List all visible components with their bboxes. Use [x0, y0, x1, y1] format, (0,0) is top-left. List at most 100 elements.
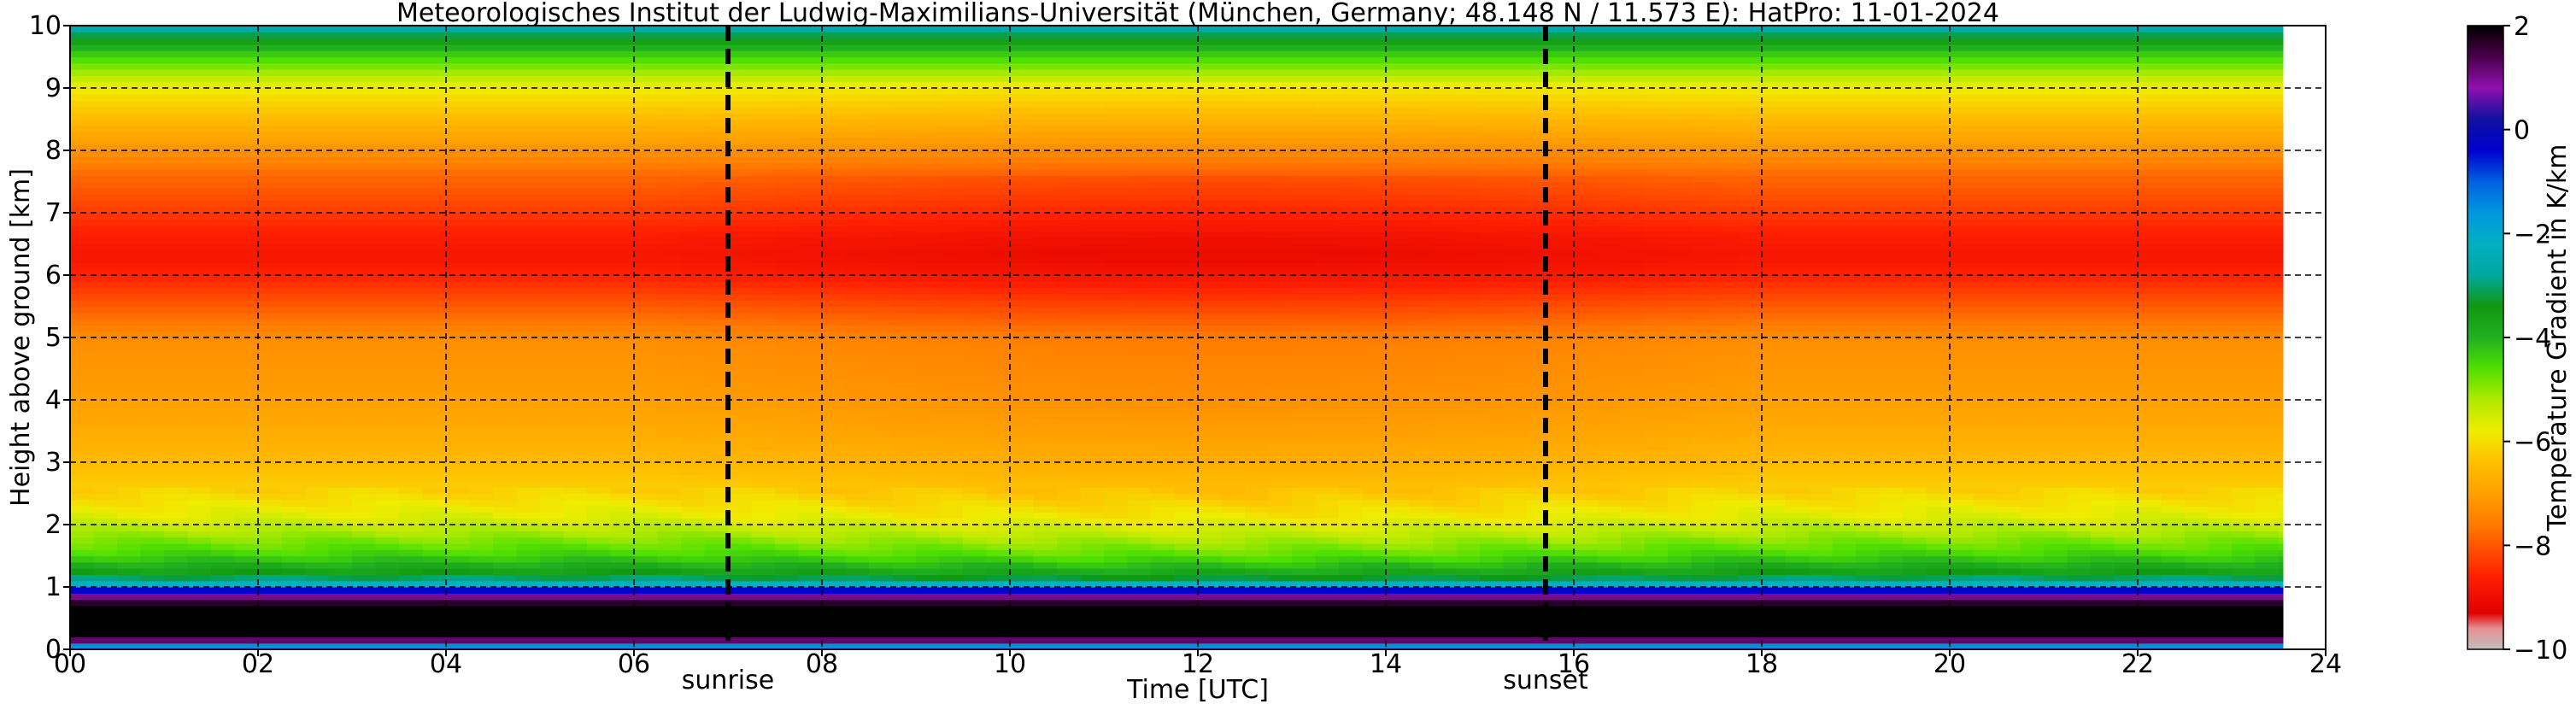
heatmap-cell: [399, 605, 424, 613]
heatmap-cell: [563, 325, 588, 332]
heatmap-cell: [634, 431, 659, 438]
heatmap-cell: [986, 175, 1011, 183]
heatmap-cell: [70, 75, 95, 83]
heatmap-cell: [986, 200, 1011, 208]
heatmap-cell: [798, 555, 823, 563]
heatmap-cell: [1057, 94, 1082, 102]
heatmap-cell: [281, 499, 306, 507]
heatmap-cell: [469, 94, 494, 102]
heatmap-cell: [963, 631, 988, 637]
heatmap-cell: [939, 349, 964, 357]
heatmap-cell: [281, 618, 306, 625]
heatmap-cell: [516, 449, 541, 457]
heatmap-cell: [493, 499, 518, 507]
heatmap-cell: [1010, 312, 1035, 320]
heatmap-cell: [187, 249, 212, 257]
heatmap-cell: [986, 468, 1011, 476]
heatmap-cell: [1080, 94, 1105, 102]
heatmap-cell: [164, 100, 189, 108]
heatmap-cell: [1080, 175, 1105, 183]
heatmap-cell: [681, 300, 706, 308]
heatmap-cell: [634, 62, 659, 70]
heatmap-cell: [916, 443, 941, 450]
heatmap-cell: [798, 50, 823, 58]
heatmap-cell: [610, 219, 635, 226]
heatmap-cell: [657, 574, 682, 582]
heatmap-cell: [1151, 525, 1176, 531]
heatmap-cell: [869, 156, 894, 164]
heatmap-cell: [211, 94, 236, 102]
heatmap-cell: [117, 38, 142, 45]
heatmap-cell: [610, 138, 635, 145]
heatmap-cell: [892, 624, 917, 631]
heatmap-cell: [164, 194, 189, 201]
heatmap-cell: [211, 194, 236, 201]
heatmap-cell: [939, 125, 964, 132]
heatmap-cell: [775, 168, 800, 176]
heatmap-cell: [70, 561, 95, 569]
heatmap-cell: [1033, 225, 1058, 232]
heatmap-cell: [399, 62, 424, 70]
heatmap-cell: [140, 543, 165, 550]
heatmap-cell: [822, 506, 847, 513]
heatmap-cell: [211, 580, 236, 588]
heatmap-cell: [187, 431, 212, 438]
heatmap-cell: [281, 642, 306, 650]
heatmap-cell: [657, 69, 682, 76]
heatmap-cell: [422, 106, 447, 114]
heatmap-cell: [939, 319, 964, 326]
heatmap-cell: [1057, 418, 1082, 425]
heatmap-cell: [986, 306, 1011, 314]
heatmap-cell: [1057, 125, 1082, 132]
heatmap-cell: [375, 156, 400, 164]
heatmap-cell: [775, 381, 800, 388]
heatmap-cell: [963, 518, 988, 525]
heatmap-cell: [70, 468, 95, 476]
heatmap-cell: [1010, 156, 1035, 164]
heatmap-cell: [775, 312, 800, 320]
heatmap-cell: [1033, 487, 1058, 495]
heatmap-cell: [1010, 113, 1035, 120]
heatmap-cell: [493, 181, 518, 189]
heatmap-cell: [963, 200, 988, 208]
heatmap-cell: [1198, 449, 1223, 457]
heatmap-cell: [281, 94, 306, 102]
heatmap-cell: [892, 94, 917, 102]
heatmap-cell: [1080, 213, 1105, 220]
heatmap-cell: [352, 525, 377, 531]
heatmap-cell: [1104, 587, 1129, 594]
heatmap-cell: [234, 88, 259, 95]
heatmap-cell: [563, 443, 588, 450]
heatmap-cell: [399, 512, 424, 519]
heatmap-cell: [1010, 144, 1035, 151]
heatmap-cell: [70, 94, 95, 102]
heatmap-cell: [493, 113, 518, 120]
heatmap-cell: [352, 449, 377, 457]
heatmap-cell: [681, 138, 706, 145]
heatmap-cell: [728, 568, 753, 575]
heatmap-cell: [258, 144, 283, 151]
heatmap-cell: [869, 106, 894, 114]
heatmap-cell: [939, 574, 964, 582]
heatmap-cell: [1127, 144, 1152, 151]
heatmap-cell: [845, 480, 870, 488]
heatmap-cell: [281, 549, 306, 557]
heatmap-cell: [1104, 555, 1129, 563]
heatmap-cell: [540, 75, 565, 83]
heatmap-cell: [540, 213, 565, 220]
heatmap-cell: [728, 150, 753, 157]
heatmap-cell: [775, 362, 800, 370]
heatmap-cell: [704, 113, 729, 120]
heatmap-cell: [869, 531, 894, 538]
heatmap-cell: [1151, 156, 1176, 164]
heatmap-cell: [422, 462, 447, 469]
heatmap-cell: [892, 455, 917, 463]
heatmap-cell: [187, 568, 212, 575]
heatmap-cell: [446, 194, 471, 201]
heatmap-cell: [422, 62, 447, 70]
heatmap-cell: [657, 238, 682, 245]
heatmap-cell: [258, 418, 283, 425]
heatmap-cell: [258, 437, 283, 444]
heatmap-cell: [869, 480, 894, 488]
heatmap-cell: [1057, 32, 1082, 39]
